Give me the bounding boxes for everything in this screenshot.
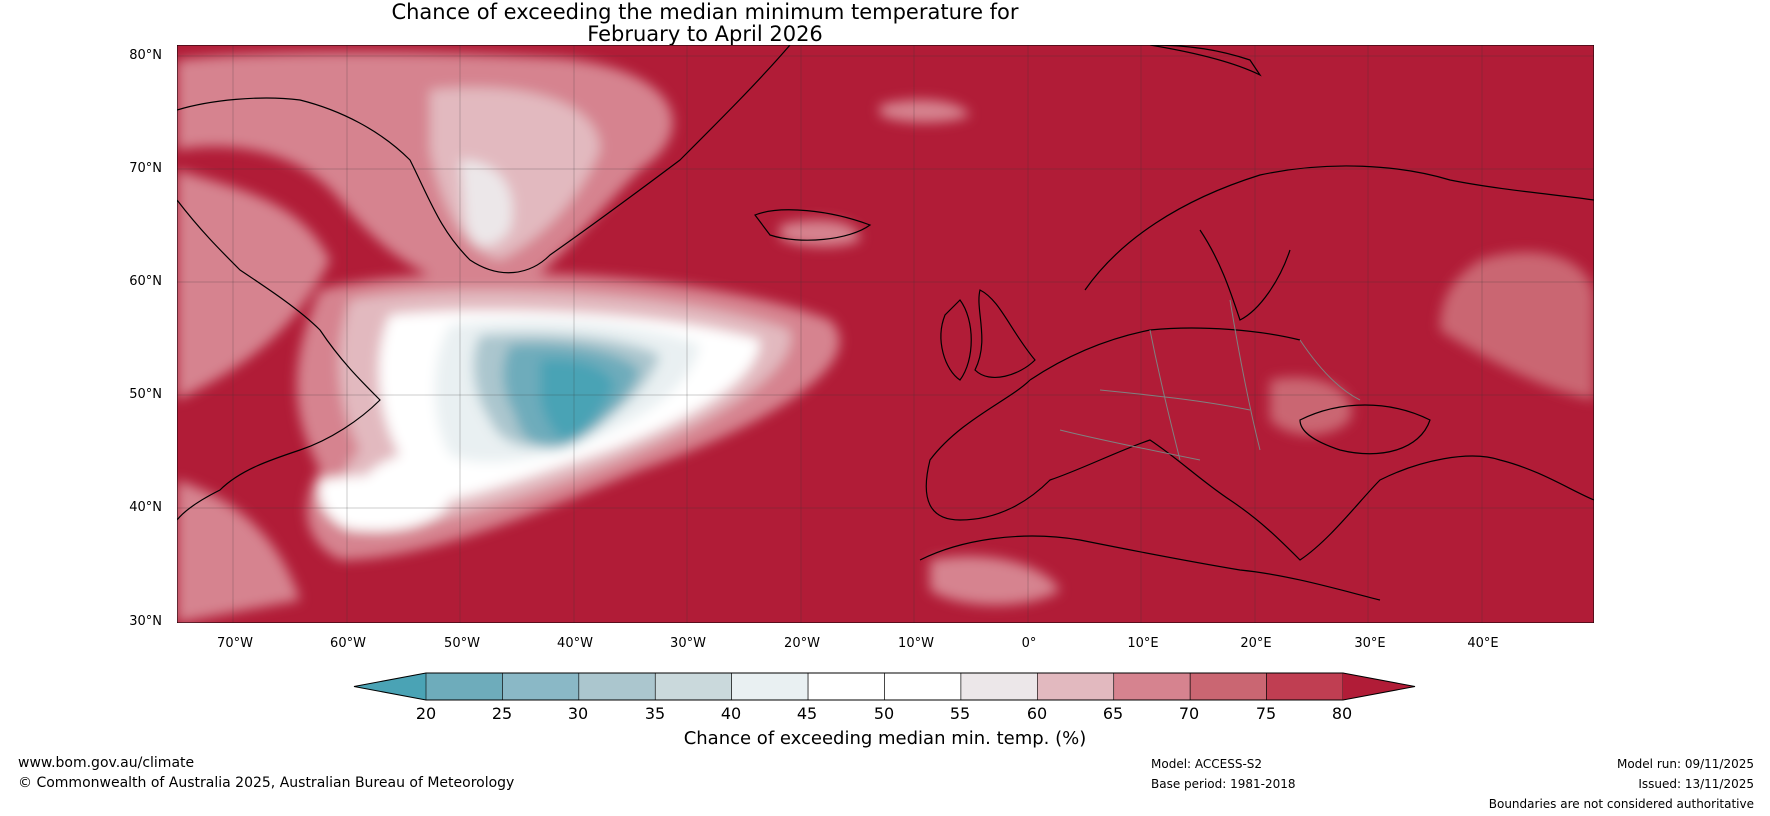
colorbar-segment [502, 672, 580, 701]
lon-label-10e: 10°E [1127, 636, 1159, 651]
shade-sw-70 [177, 480, 300, 623]
coast-ireland [940, 299, 972, 381]
colorbar-tick-55: 55 [949, 704, 971, 723]
graticule [177, 45, 1594, 623]
coast-scandinavia [1084, 165, 1594, 291]
lon-label-10w: 10°W [898, 636, 934, 651]
lon-label-0: 0° [1021, 636, 1037, 651]
colorbar-segment [578, 672, 656, 701]
shade-arctic-70 [880, 99, 970, 123]
colorbar-tick-40: 40 [720, 704, 742, 723]
colorbar-tick-20: 20 [415, 704, 437, 723]
shade-atlantic-40n [318, 476, 450, 532]
shade-africa-70 [930, 556, 1060, 605]
coast-north-africa [919, 535, 1381, 601]
colorbar-segment [884, 672, 962, 701]
colorbar-segment [731, 672, 809, 701]
coast-great-britain [974, 289, 1036, 379]
footer-issued: Issued: 13/11/2025 [1638, 777, 1754, 791]
coast-greenland-south [177, 45, 791, 274]
colorbar-segment [1189, 672, 1267, 701]
coast-baltic [1199, 229, 1291, 321]
colorbar-extend-high [1343, 673, 1415, 700]
coast-north-america [177, 199, 381, 521]
footer-model-run: Model run: 09/11/2025 [1616, 757, 1754, 771]
colorbar-segment [1037, 672, 1115, 701]
colorbar-tick-45: 45 [796, 704, 818, 723]
map-title-line-2: February to April 2026 [587, 22, 823, 46]
map-title-line-1: Chance of exceeding the median minimum t… [391, 0, 1019, 24]
shade-east-75 [1440, 252, 1594, 400]
shade-blacksea-75 [1270, 377, 1352, 435]
lat-label-60n: 60°N [129, 274, 162, 289]
colorbar-tick-70: 70 [1178, 704, 1200, 723]
colorbar [353, 672, 1416, 701]
colorbar-extend-low [354, 673, 426, 700]
colorbar-tick-25: 25 [491, 704, 513, 723]
colorbar-segment [960, 672, 1038, 701]
probability-shading [177, 52, 1594, 623]
lon-label-30w: 30°W [670, 636, 706, 651]
colorbar-segment [425, 672, 503, 701]
lon-label-70w: 70°W [217, 636, 253, 651]
footer-base-period: Base period: 1981-2018 [1151, 777, 1296, 791]
footer-disclaimer: Boundaries are not considered authoritat… [1488, 797, 1754, 811]
coast-black-sea [1299, 404, 1431, 455]
lon-label-50w: 50°W [444, 636, 480, 651]
shade-atlantic-20 [540, 359, 615, 440]
colorbar-segment [1266, 672, 1344, 701]
colorbar-tick-60: 60 [1026, 704, 1048, 723]
lon-label-30e: 30°E [1354, 636, 1386, 651]
colorbar-tick-30: 30 [567, 704, 589, 723]
lon-label-20w: 20°W [784, 636, 820, 651]
colorbar-label: Chance of exceeding median min. temp. (%… [683, 728, 1087, 749]
lat-label-30n: 30°N [129, 614, 162, 629]
colorbar-tick-80: 80 [1331, 704, 1353, 723]
footer-website-link[interactable]: www.bom.gov.au/climate [18, 755, 195, 771]
shade-greenland-60 [460, 160, 513, 247]
lat-label-80n: 80°N [129, 48, 162, 63]
coast-svalbard [1149, 45, 1262, 77]
coast-mediterranean-north [925, 379, 1594, 561]
lon-label-60w: 60°W [330, 636, 366, 651]
lat-label-40n: 40°N [129, 500, 162, 515]
border-lines [1059, 299, 1361, 461]
country-borders [1059, 299, 1361, 461]
footer-model: Model: ACCESS-S2 [1151, 757, 1263, 771]
coast-iceland [754, 209, 872, 241]
colorbar-segment [1113, 672, 1191, 701]
lon-label-40e: 40°E [1467, 636, 1499, 651]
colorbar-segment [654, 672, 732, 701]
map-area [177, 45, 1594, 623]
shade-labrador-70 [177, 170, 330, 400]
colorbar-tick-75: 75 [1255, 704, 1277, 723]
lat-label-50n: 50°N [129, 387, 162, 402]
lon-label-40w: 40°W [557, 636, 593, 651]
colorbar-segment [807, 672, 885, 701]
colorbar-tick-65: 65 [1102, 704, 1124, 723]
colorbar-tick-50: 50 [873, 704, 895, 723]
colorbar-outline [353, 672, 1416, 701]
footer-copyright: © Commonwealth of Australia 2025, Austra… [18, 775, 515, 791]
colorbar-tick-35: 35 [644, 704, 666, 723]
lat-label-70n: 70°N [129, 161, 162, 176]
lon-label-20e: 20°E [1240, 636, 1272, 651]
